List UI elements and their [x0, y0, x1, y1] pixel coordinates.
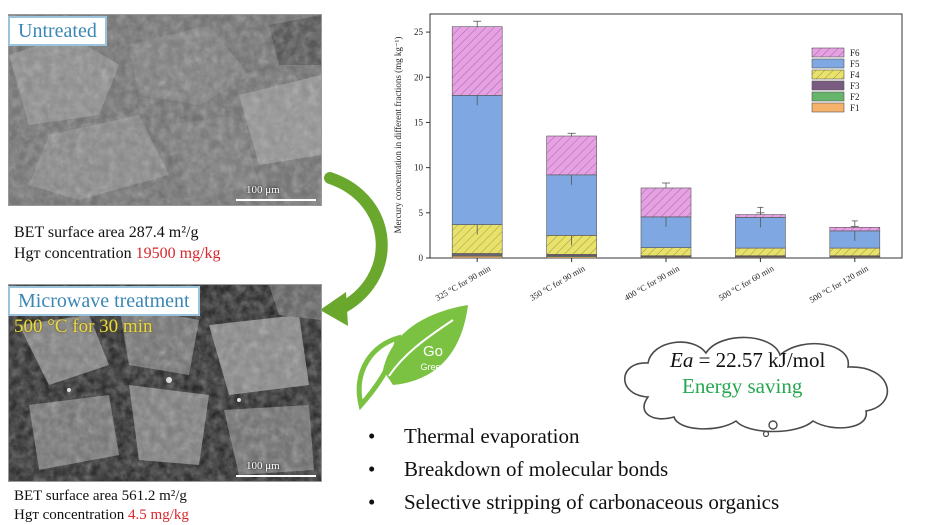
bar-hatch-F6	[452, 26, 503, 96]
legend-label-F4: F4	[850, 70, 860, 80]
legend-swatch-F3	[811, 80, 845, 91]
treated-bet-line: BET surface area 561.2 m²/g	[14, 488, 187, 504]
untreated-hg-line: Hgт concentration 19500 mg/kg	[14, 245, 221, 262]
treatment-condition: 500 °C for 30 min	[14, 316, 153, 337]
legend-label-F2: F2	[850, 92, 860, 102]
x-tick-label: 350 °C for 90 min	[528, 263, 587, 303]
x-tick-label: 500 °C for 120 min	[807, 263, 870, 305]
legend-label-F6: F6	[850, 48, 860, 58]
bar-hatch-F4	[735, 248, 786, 256]
untreated-label: Untreated	[8, 16, 107, 46]
microwave-label: Microwave treatment	[8, 286, 200, 316]
bar-hatch-F6	[546, 136, 597, 175]
y-axis-label: Mercury concentration in different fract…	[393, 37, 403, 234]
legend-label-F5: F5	[850, 59, 860, 69]
untreated-bet-line: BET surface area 287.4 m²/g	[14, 224, 199, 241]
legend-swatch-F1	[811, 102, 845, 113]
mechanism-list: • Thermal evaporation • Breakdown of molec…	[362, 420, 779, 519]
stacked-bar-chart: 0 5 10 15 20 25 325 °C for 90 min 350 °C for 90…	[393, 13, 903, 305]
green-text: Green	[420, 362, 445, 372]
scale-bar-top	[236, 199, 316, 201]
treated-info: BET surface area 561.2 m²/g Hgт concentr…	[14, 487, 189, 525]
untreated-info: BET surface area 287.4 m²/g Hgт concentr…	[14, 222, 221, 264]
x-tick-label: 400 °C for 90 min	[622, 263, 681, 303]
scale-bar-bottom	[236, 475, 316, 477]
scale-label-top: 100 μm	[246, 184, 280, 196]
bar-segment-F5	[451, 95, 503, 225]
scale-label-bottom: 100 μm	[246, 460, 280, 472]
y-tick-label: 10	[414, 163, 424, 173]
legend-label-F1: F1	[850, 103, 860, 113]
bar-hatch-F4	[641, 247, 691, 256]
legend-hatch-F6	[812, 48, 844, 57]
bar-hatch-F6	[829, 227, 880, 231]
bar-segment-F5	[546, 174, 597, 236]
bar-segment-F5	[640, 216, 692, 248]
y-tick-label: 15	[414, 117, 424, 127]
sem-image-microwave	[8, 284, 322, 482]
curved-arrow-icon	[320, 172, 388, 326]
legend-hatch-F4	[812, 70, 844, 79]
y-tick-label: 25	[414, 27, 424, 37]
go-text: Go	[423, 343, 443, 360]
x-tick-label: 325 °C for 90 min	[434, 263, 493, 303]
legend-swatch-F5	[811, 58, 845, 69]
list-item: • Selective stripping of carbonaceous org…	[368, 490, 780, 514]
treated-hg-line: Hgт concentration 4.5 mg/kg	[14, 507, 189, 523]
y-tick-label: 5	[419, 208, 424, 218]
list-item: • Breakdown of molecular bonds	[368, 457, 669, 481]
bar-hatch-F6	[641, 187, 691, 217]
y-tick-label: 0	[419, 253, 424, 263]
legend-swatch-F2	[811, 91, 845, 102]
activation-energy: Ea = 22.57 kJ/mol	[670, 348, 826, 372]
go-green-leaf-icon: Go Green	[356, 305, 468, 410]
legend-label-F3: F3	[850, 81, 860, 91]
sem-image-untreated	[8, 14, 322, 206]
x-tick-label: 500 °C for 60 min	[717, 263, 776, 303]
cloud-shape	[623, 336, 889, 437]
list-item: • Thermal evaporation	[368, 424, 580, 448]
energy-saving-text: Energy saving	[682, 374, 803, 398]
y-tick-label: 20	[414, 72, 424, 82]
bar-hatch-F6	[735, 214, 786, 218]
bar-hatch-F4	[829, 248, 880, 256]
